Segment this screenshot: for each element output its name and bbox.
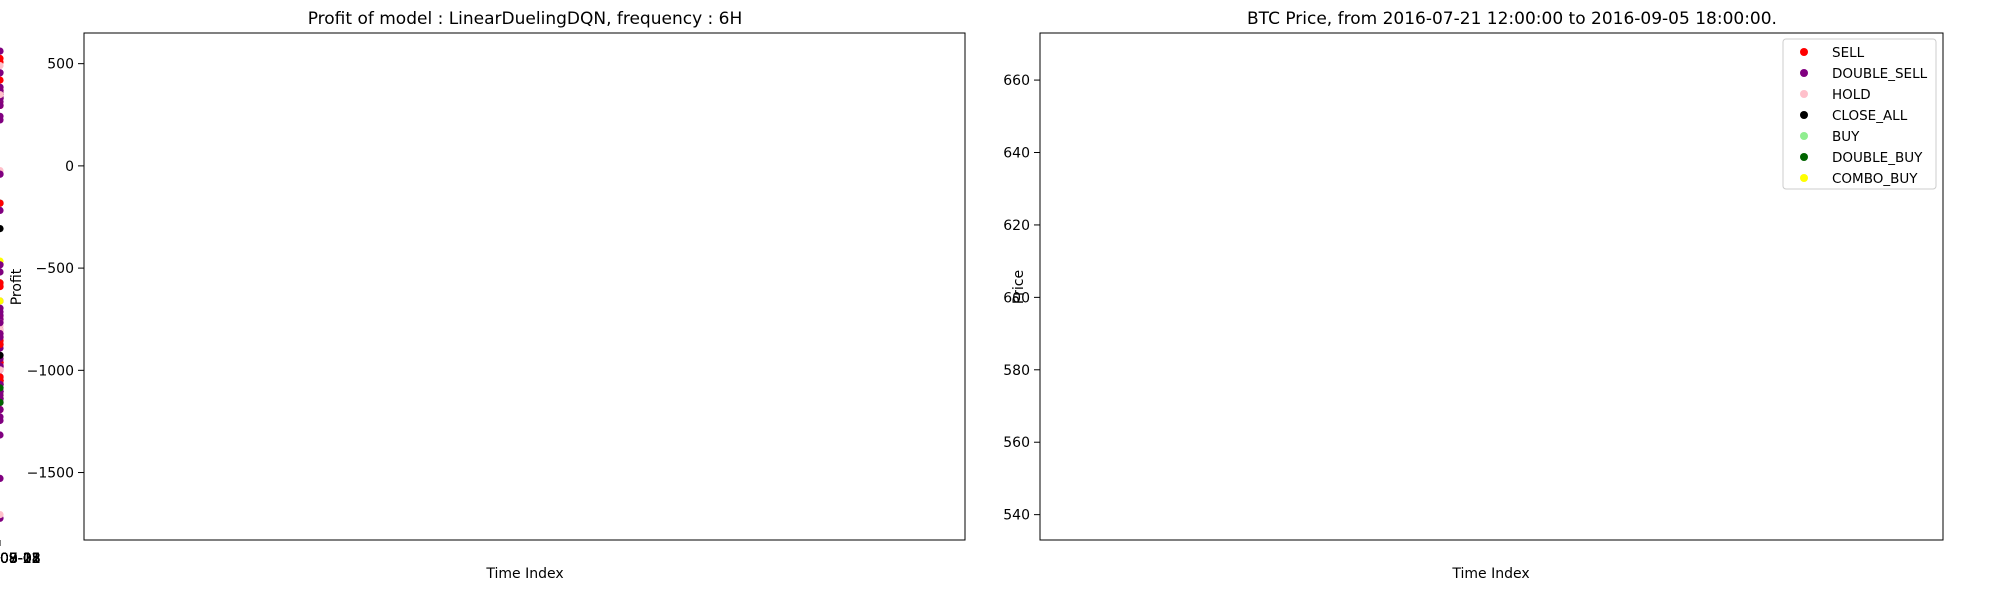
action-marker-double-sell xyxy=(0,261,4,269)
action-marker-double-sell xyxy=(0,304,4,312)
x-tick-label: 2016-07-22 xyxy=(0,551,41,567)
btc-plot-frame xyxy=(1039,32,1944,541)
x-tick-label: 2016-09-08 xyxy=(0,551,41,567)
action-marker-combo-buy xyxy=(0,297,4,305)
action-marker-double-sell xyxy=(0,431,4,439)
btc-chart-title: BTC Price, from 2016-07-21 12:00:00 to 2… xyxy=(1247,9,1777,29)
btc-y-axis-label: Price xyxy=(1011,270,1027,304)
legend-label: BUY xyxy=(1832,129,1860,145)
x-tick-label: 2016-09-01 xyxy=(0,551,41,567)
action-marker-double-sell xyxy=(0,474,4,482)
legend-marker xyxy=(1800,174,1808,182)
action-marker-sell xyxy=(0,76,4,84)
y-tick-label: −1500 xyxy=(27,466,74,482)
y-tick-label: 560 xyxy=(1003,435,1030,451)
action-marker-close-all xyxy=(0,351,4,359)
action-marker-double-sell xyxy=(0,330,4,338)
y-tick-label: 0 xyxy=(65,159,74,175)
profit-axis-ticks: 2016-07-222016-08-012016-08-082016-08-15… xyxy=(0,57,84,567)
y-tick-label: −1000 xyxy=(27,363,74,379)
action-marker-hold xyxy=(0,366,4,374)
profit-plot-frame xyxy=(83,32,966,541)
x-tick-label: 2016-08-15 xyxy=(0,551,41,567)
legend-label: HOLD xyxy=(1832,87,1871,103)
action-marker-hold xyxy=(0,511,4,519)
btc-x-axis-label: Time Index xyxy=(1451,566,1529,582)
action-marker-double-buy xyxy=(0,384,4,392)
action-marker-double-sell xyxy=(0,170,4,178)
x-tick-label: 2016-08-01 xyxy=(0,551,41,567)
x-tick-label: 2016-08-22 xyxy=(0,551,41,567)
x-tick-label: 2016-08-15 xyxy=(0,551,41,567)
x-tick-label: 2016-08-01 xyxy=(0,551,41,567)
profit-chart: Profit of model : LinearDuelingDQN, freq… xyxy=(0,9,966,582)
action-marker-double-sell xyxy=(0,47,4,55)
legend-marker xyxy=(1800,111,1808,119)
action-marker-double-sell xyxy=(0,413,4,421)
action-marker-sell xyxy=(0,199,4,207)
btc-action-markers xyxy=(0,47,4,522)
btc-price-chart: BTC Price, from 2016-07-21 12:00:00 to 2… xyxy=(0,9,1944,582)
y-tick-label: 660 xyxy=(1003,73,1030,89)
action-marker-hold xyxy=(0,91,4,99)
legend-marker xyxy=(1800,132,1808,140)
profit-x-axis-label: Time Index xyxy=(485,566,563,582)
legend-label: SELL xyxy=(1832,45,1865,61)
action-marker-sell xyxy=(0,282,4,291)
x-tick-label: 2016-09-01 xyxy=(0,551,41,567)
legend-marker xyxy=(1800,90,1808,98)
action-marker-double-sell xyxy=(0,101,4,109)
profit-plot-area xyxy=(84,33,965,540)
btc-legend: SELL DOUBLE_SELL HOLD CLOSE_ALL BUY DOUBLE_BU… xyxy=(1782,38,1937,190)
action-marker-double-buy xyxy=(0,398,4,406)
action-marker-double-sell xyxy=(0,268,4,276)
legend-label: COMBO_BUY xyxy=(1832,171,1918,187)
action-marker-double-sell xyxy=(0,69,4,77)
action-marker-hold xyxy=(0,62,4,70)
x-tick-label: 2016-08-22 xyxy=(0,551,41,567)
btc-axis-ticks: 2016-07-222016-08-012016-08-082016-08-15… xyxy=(0,73,1040,567)
y-tick-label: 540 xyxy=(1003,508,1030,524)
legend-marker xyxy=(1800,69,1808,77)
y-tick-label: 640 xyxy=(1003,146,1030,162)
legend-box xyxy=(1782,38,1937,190)
action-marker-sell xyxy=(0,340,4,348)
action-marker-double-sell xyxy=(0,206,4,214)
legend-label: DOUBLE_SELL xyxy=(1832,66,1928,82)
legend-marker xyxy=(1800,48,1808,56)
action-marker-double-sell xyxy=(0,406,4,414)
legend-label: DOUBLE_BUY xyxy=(1832,150,1923,166)
legend-marker xyxy=(1800,153,1808,161)
x-tick-label: 2016-08-08 xyxy=(0,551,41,567)
y-tick-label: −500 xyxy=(36,261,74,277)
x-tick-label: 2016-08-08 xyxy=(0,551,41,567)
legend-label: CLOSE_ALL xyxy=(1832,108,1908,124)
y-tick-label: 600 xyxy=(1003,290,1030,306)
x-tick-label: 2016-09-08 xyxy=(0,551,41,567)
y-tick-label: 500 xyxy=(47,57,74,73)
profit-chart-title: Profit of model : LinearDuelingDQN, freq… xyxy=(308,9,743,29)
profit-y-axis-label: Profit xyxy=(9,268,25,305)
x-tick-label: 2016-07-22 xyxy=(0,551,41,567)
action-marker-close-all xyxy=(0,225,4,233)
action-marker-double-sell xyxy=(0,116,4,124)
y-tick-label: 620 xyxy=(1003,218,1030,234)
y-tick-label: 580 xyxy=(1003,363,1030,379)
action-marker-double-sell xyxy=(0,319,4,327)
